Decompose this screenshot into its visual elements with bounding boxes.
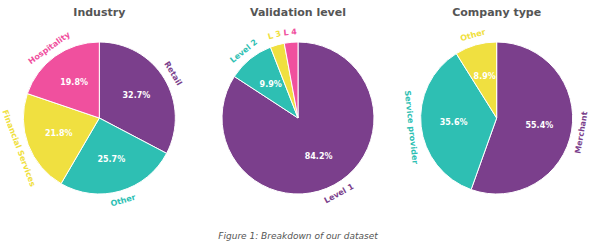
data-label: 9.9% bbox=[260, 80, 282, 89]
pie-chart: 55.4% 35.6% 8.9% Merchant Service provider Ot… bbox=[403, 27, 590, 194]
category-label: Other bbox=[459, 27, 486, 43]
category-label: Service provider bbox=[403, 90, 420, 165]
chart-title: Industry bbox=[73, 6, 125, 19]
pie-chart: 84.2% 9.9% Level 1 Level 2 L 3L 4 bbox=[222, 27, 374, 205]
data-label: 21.8% bbox=[45, 129, 73, 138]
caption: Figure 1: Breakdown of our dataset bbox=[218, 231, 378, 241]
data-label: 84.2% bbox=[305, 152, 333, 161]
slices bbox=[222, 42, 374, 194]
data-label: 19.8% bbox=[60, 78, 88, 87]
slice bbox=[284, 42, 298, 118]
category-label: L 4 bbox=[283, 27, 298, 37]
category-label: Hospitality bbox=[27, 30, 73, 66]
category-label: Financial Services bbox=[0, 108, 37, 188]
pie-chart: 32.7% 25.7% 21.8% 19.8% Retail Other Financial… bbox=[0, 30, 183, 209]
data-label: 8.9% bbox=[474, 72, 496, 81]
category-label: Other bbox=[109, 193, 136, 209]
slice bbox=[421, 54, 497, 190]
data-label: 32.7% bbox=[123, 91, 151, 100]
data-label: 55.4% bbox=[525, 121, 553, 130]
figure: 32.7% 25.7% 21.8% 19.8% Retail Other Financial… bbox=[0, 0, 596, 247]
chart-title: Company type bbox=[452, 6, 541, 19]
slices bbox=[421, 42, 573, 194]
chart-title: Validation level bbox=[250, 6, 346, 19]
slice bbox=[456, 42, 496, 118]
data-label: 25.7% bbox=[97, 155, 125, 164]
category-label: L 3 bbox=[267, 29, 282, 41]
slice bbox=[222, 42, 374, 194]
category-label: Level 1 bbox=[323, 182, 356, 205]
data-label: 35.6% bbox=[440, 118, 468, 127]
category-label: Retail bbox=[162, 60, 183, 87]
slices bbox=[23, 42, 175, 194]
category-label: Merchant bbox=[573, 111, 589, 155]
category-label: Level 2 bbox=[228, 38, 259, 65]
